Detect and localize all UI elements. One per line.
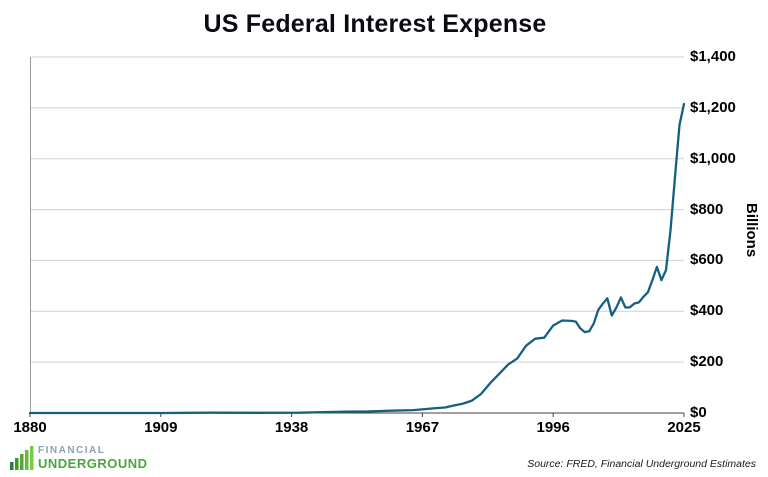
x-tick-label: 1938 <box>274 419 309 436</box>
y-tick-label: $400 <box>690 302 724 320</box>
y-tick-label: $1,000 <box>690 149 736 167</box>
y-tick-label: $200 <box>690 353 724 371</box>
x-tick-label: 1996 <box>536 419 570 436</box>
y-axis-title: Billions <box>743 202 760 258</box>
logo-text-underground: UNDERGROUND <box>38 455 148 471</box>
x-tick-label: 1967 <box>405 419 440 436</box>
y-tick-label: $1,400 <box>690 48 736 65</box>
source-note: Source: FRED, Financial Underground Esti… <box>527 458 756 470</box>
data-line <box>28 102 686 415</box>
y-tick-label: $1,200 <box>690 98 736 116</box>
logo-text-financial: FINANCIAL <box>38 445 106 456</box>
x-tick-label: 2025 <box>667 419 701 436</box>
y-tick-label: $800 <box>690 200 724 218</box>
bar-chart-logo-icon <box>10 446 34 471</box>
chart-title: US Federal Interest Expense <box>203 10 547 38</box>
plot-area <box>28 56 686 417</box>
x-tick-label: 1880 <box>13 419 47 436</box>
y-tick-label: $600 <box>690 251 724 269</box>
financial-underground-logo: FINANCIAL UNDERGROUND <box>10 445 148 471</box>
logo-text: FINANCIAL UNDERGROUND <box>38 445 148 471</box>
x-tick-label: 1909 <box>144 419 178 436</box>
y-tick-label: $0 <box>690 404 707 421</box>
